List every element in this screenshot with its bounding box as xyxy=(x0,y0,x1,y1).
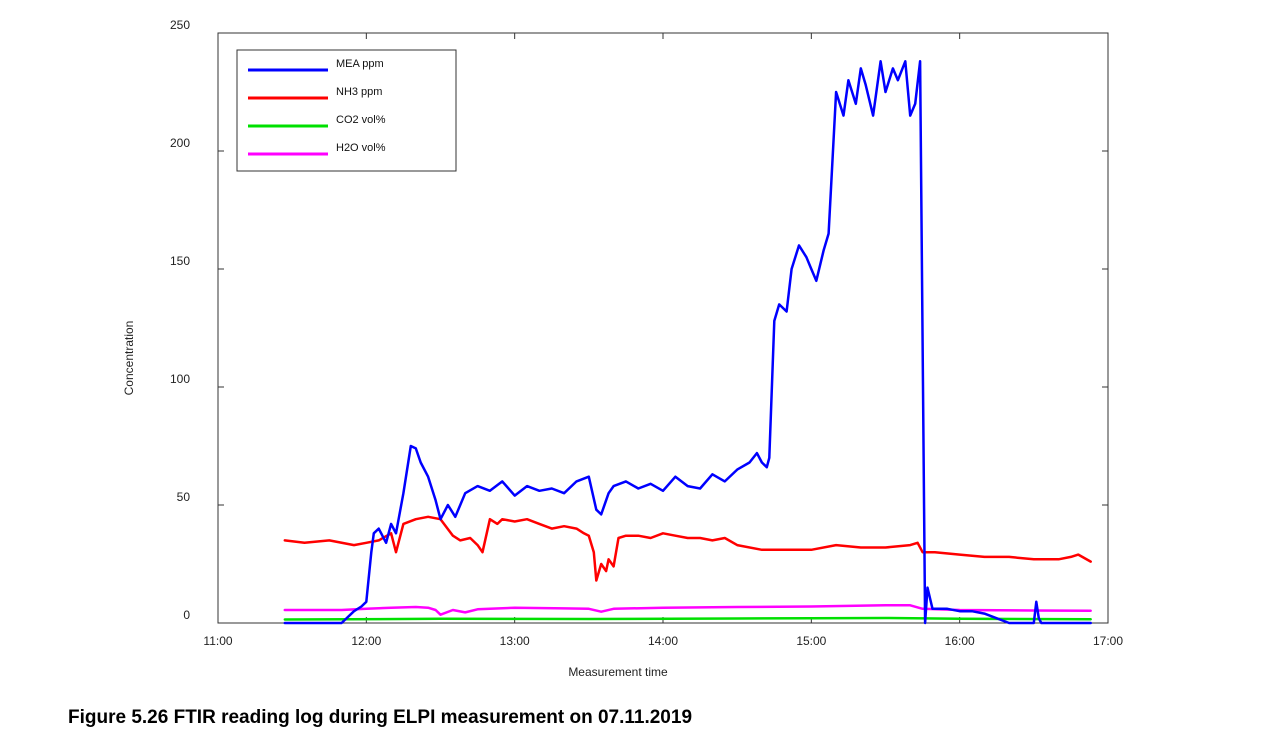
series-line-h2o-vol xyxy=(283,604,1092,616)
legend-label-mea-ppm: MEA ppm xyxy=(336,58,384,70)
legend-label-h2o-vol: H2O vol% xyxy=(336,142,386,154)
series-line-mea-ppm xyxy=(283,60,1092,625)
legend-label-co2-vol: CO2 vol% xyxy=(336,114,386,126)
ftir-line-chart: 11:00 12:00 13:00 14:00 15:00 16:00 17:00 0 50 10… xyxy=(122,18,1123,679)
legend: MEA ppm NH3 ppm CO2 vol% H2O vol% xyxy=(236,49,457,172)
x-tick-label: 16:00 xyxy=(945,634,975,648)
y-axis-title: Concentration xyxy=(122,321,136,396)
y-tick-label: 0 xyxy=(183,608,190,622)
axis-ticks xyxy=(217,32,1109,624)
y-tick-label: 100 xyxy=(170,372,190,386)
legend-label-nh3-ppm: NH3 ppm xyxy=(336,86,382,98)
series-line-co2-vol xyxy=(283,616,1092,621)
figure-caption: Figure 5.26 FTIR reading log during ELPI… xyxy=(68,707,693,728)
y-tick-label: 150 xyxy=(170,254,190,268)
tick-labels: 11:00 12:00 13:00 14:00 15:00 16:00 17:00 0 50 10… xyxy=(170,18,1123,648)
x-tick-label: 12:00 xyxy=(351,634,381,648)
x-tick-label: 11:00 xyxy=(203,634,232,648)
x-tick-label: 14:00 xyxy=(648,634,678,648)
y-tick-label: 250 xyxy=(170,18,190,32)
x-axis-title: Measurement time xyxy=(568,665,668,679)
x-tick-label: 13:00 xyxy=(500,634,530,648)
x-tick-label: 15:00 xyxy=(796,634,826,648)
series-line-nh3-ppm xyxy=(283,515,1092,582)
series-lines xyxy=(283,60,1092,625)
x-tick-label: 17:00 xyxy=(1093,634,1123,648)
y-tick-label: 50 xyxy=(177,490,191,504)
y-tick-label: 200 xyxy=(170,136,190,150)
